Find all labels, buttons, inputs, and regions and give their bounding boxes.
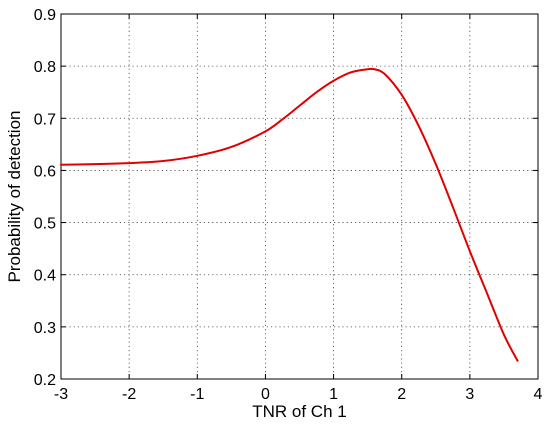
- x-tick-label: 1: [329, 386, 338, 403]
- axis-ticks: -3 -2 -1 0 1 2 3 4 0.2 0.3 0.4 0.5 0.6 0.7 0.8 0.9: [34, 7, 543, 403]
- y-tick-label: 0.9: [34, 7, 56, 24]
- x-tick-label: 0: [261, 386, 270, 403]
- y-axis-label: Probability of detection: [5, 111, 24, 283]
- x-tick-label: 2: [397, 386, 406, 403]
- plot-frame: [60, 13, 539, 380]
- x-tick-label: -3: [54, 386, 68, 403]
- y-tick-label: 0.6: [34, 163, 56, 180]
- y-tick-label: 0.8: [34, 59, 56, 76]
- x-tick-label: 3: [465, 386, 474, 403]
- y-tick-label: 0.3: [34, 320, 56, 337]
- grid: [61, 14, 538, 379]
- y-tick-label: 0.4: [34, 268, 56, 285]
- x-axis-label: TNR of Ch 1: [252, 402, 346, 421]
- x-tick-label: -1: [190, 386, 204, 403]
- y-tick-label: 0.5: [34, 216, 56, 233]
- series-group: [60, 67, 519, 362]
- y-tick-label: 0.2: [34, 372, 56, 389]
- x-tick-label: 4: [534, 386, 543, 403]
- y-tick-label: 0.7: [34, 111, 56, 128]
- x-tick-label: -2: [122, 386, 136, 403]
- series-line: [60, 67, 519, 362]
